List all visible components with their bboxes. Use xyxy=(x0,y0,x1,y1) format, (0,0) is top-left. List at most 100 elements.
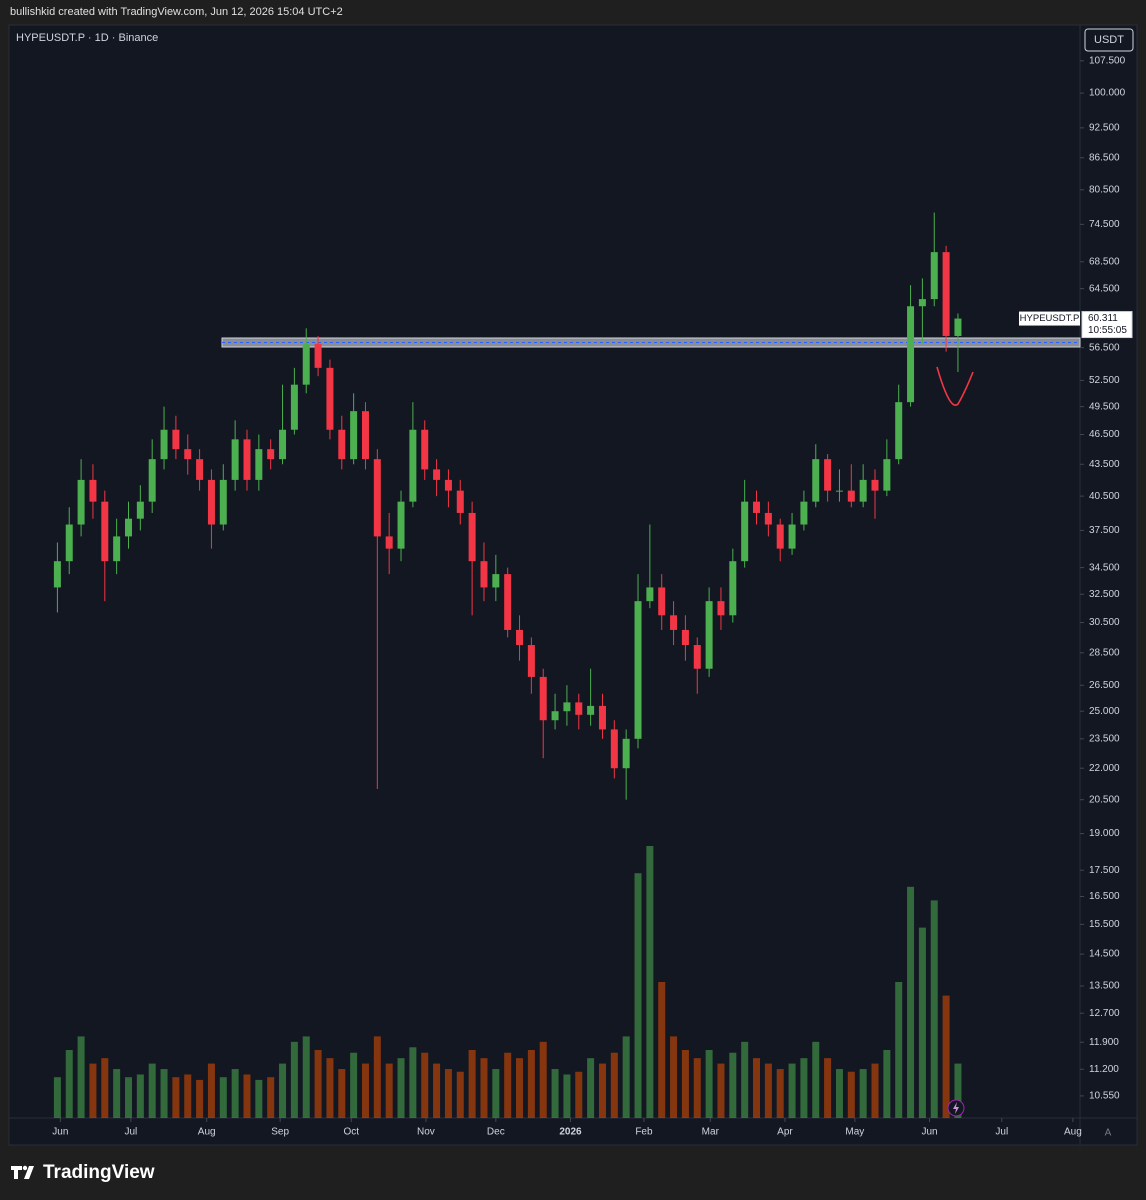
y-tick-label: 16.500 xyxy=(1089,891,1120,902)
volume-bar xyxy=(563,1074,571,1118)
volume-bar xyxy=(243,1074,251,1118)
volume-bar xyxy=(812,1041,820,1118)
volume-bar xyxy=(907,886,915,1118)
candle-body xyxy=(338,429,346,460)
logo-mark xyxy=(11,1166,34,1179)
y-tick-label: 17.500 xyxy=(1089,865,1120,876)
chart-frame xyxy=(8,24,1138,1146)
volume-bar xyxy=(539,1041,547,1118)
volume-bar xyxy=(883,1050,891,1118)
volume-bar xyxy=(350,1052,358,1118)
candle-body xyxy=(859,479,867,502)
y-tick-label: 25.000 xyxy=(1089,706,1120,717)
y-tick-label: 15.500 xyxy=(1089,919,1120,930)
candle-body xyxy=(598,705,606,730)
volume-bar xyxy=(954,1063,962,1118)
candle-body xyxy=(658,587,666,616)
candle-body xyxy=(954,318,962,336)
candle-body xyxy=(918,299,926,307)
volume-bar xyxy=(219,1077,227,1118)
volume-bar xyxy=(160,1069,168,1118)
candle-body xyxy=(231,439,239,480)
candle-body xyxy=(646,587,654,602)
candle-body xyxy=(373,459,381,537)
y-tick-label: 86.500 xyxy=(1089,152,1120,163)
volume-bar xyxy=(124,1077,132,1118)
candle-body xyxy=(397,501,405,549)
annotation-curve xyxy=(936,366,974,406)
candle-body xyxy=(527,645,535,677)
candle-body xyxy=(350,411,358,460)
candle-body xyxy=(610,729,618,769)
y-tick-label: 37.500 xyxy=(1089,525,1120,536)
candle-body xyxy=(693,645,701,669)
y-tick-label: 19.000 xyxy=(1089,828,1120,839)
volume-bar xyxy=(480,1058,488,1118)
candle-body xyxy=(895,402,903,460)
volume-bar xyxy=(172,1077,180,1118)
candle-body xyxy=(160,429,168,460)
volume-bar xyxy=(918,927,926,1118)
volume-bar xyxy=(77,1036,85,1118)
volume-bar xyxy=(835,1069,843,1118)
volume-bar xyxy=(433,1063,441,1118)
volume-bar xyxy=(622,1036,630,1118)
candle-body xyxy=(148,459,156,502)
y-tick-label: 100.000 xyxy=(1089,88,1126,99)
y-tick-label: 92.500 xyxy=(1089,122,1120,133)
x-tick-label: 2026 xyxy=(559,1127,582,1138)
candle-body xyxy=(207,479,215,525)
y-tick-label: 28.500 xyxy=(1089,647,1120,658)
volume-bar xyxy=(516,1058,524,1118)
volume-bar xyxy=(871,1063,879,1118)
volume-bar xyxy=(681,1050,689,1118)
volume-bar xyxy=(101,1058,109,1118)
candle-body xyxy=(871,479,879,491)
volume-layer xyxy=(53,846,962,1118)
x-tick-label: Oct xyxy=(343,1127,359,1138)
x-tick-label: Aug xyxy=(1064,1127,1082,1138)
candle-body xyxy=(705,601,713,669)
y-tick-label: 74.500 xyxy=(1089,219,1120,230)
y-tick-label: 49.500 xyxy=(1089,401,1120,412)
y-tick-label: 20.500 xyxy=(1089,794,1120,805)
candle-body xyxy=(385,536,393,549)
candle-body xyxy=(480,561,488,588)
candle-body xyxy=(776,524,784,549)
candle-body xyxy=(267,449,275,460)
candle-body xyxy=(563,702,571,712)
candle-body xyxy=(800,501,808,525)
volume-bar xyxy=(492,1069,500,1118)
volume-bar xyxy=(279,1063,287,1118)
candle-body xyxy=(622,738,630,769)
volume-bar xyxy=(53,1077,61,1118)
candle-body xyxy=(468,512,476,562)
y-tick-label: 34.500 xyxy=(1089,562,1120,573)
volume-bar xyxy=(444,1069,452,1118)
y-tick-label: 56.500 xyxy=(1089,342,1120,353)
auto-scale-button[interactable]: A xyxy=(1105,1128,1112,1139)
y-tick-label: 46.500 xyxy=(1089,429,1120,440)
logo-dot xyxy=(22,1165,28,1171)
candle-body xyxy=(681,629,689,646)
x-tick-label: Aug xyxy=(198,1127,216,1138)
volume-bar xyxy=(373,1036,381,1118)
y-tick-label: 12.700 xyxy=(1089,1008,1120,1019)
candle-body xyxy=(753,501,761,513)
candle-body xyxy=(788,524,796,549)
volume-bar xyxy=(136,1074,144,1118)
candle-body xyxy=(101,501,109,562)
y-tick-label: 11.200 xyxy=(1089,1064,1119,1075)
volume-bar xyxy=(231,1069,239,1118)
volume-bar xyxy=(302,1036,310,1118)
volume-bar xyxy=(634,873,642,1118)
x-tick-label: May xyxy=(845,1127,864,1138)
volume-bar xyxy=(859,1069,867,1118)
volume-bar xyxy=(397,1058,405,1118)
tag-symbol-box xyxy=(1019,311,1080,326)
volume-bar xyxy=(575,1071,583,1118)
y-tick-label: 30.500 xyxy=(1089,617,1120,628)
candle-body xyxy=(670,615,678,630)
candle-body xyxy=(764,512,772,525)
